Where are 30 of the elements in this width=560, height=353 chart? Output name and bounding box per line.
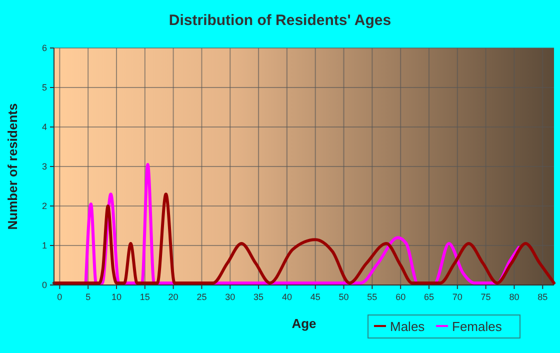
y-tick-label: 2 xyxy=(42,201,47,212)
x-tick-label: 85 xyxy=(538,292,548,302)
x-tick-label: 25 xyxy=(196,292,207,302)
y-tick-label: 4 xyxy=(42,122,47,132)
x-tick-label: 40 xyxy=(282,292,292,302)
x-tick-label: 20 xyxy=(168,292,178,302)
x-tick-label: 15 xyxy=(140,292,150,302)
y-axis-title: Number of residents xyxy=(5,103,20,230)
x-tick-label: 0 xyxy=(57,292,62,302)
y-tick-label: 0 xyxy=(42,280,47,290)
x-tick-label: 60 xyxy=(396,292,406,302)
legend-label: Females xyxy=(452,319,502,334)
chart-title: Distribution of Residents' Ages xyxy=(168,12,392,29)
y-tick-label: 1 xyxy=(42,240,47,251)
x-tick-label: 5 xyxy=(86,292,91,302)
x-tick-label: 10 xyxy=(111,292,122,302)
x-tick-label: 75 xyxy=(480,292,491,302)
y-tick-label: 5 xyxy=(42,82,47,93)
legend-label: Males xyxy=(390,319,426,334)
x-tick-label: 30 xyxy=(225,292,236,302)
x-tick-label: 65 xyxy=(424,292,434,302)
x-tick-label: 50 xyxy=(338,292,349,302)
y-tick-label: 3 xyxy=(42,162,47,172)
x-tick-label: 55 xyxy=(367,292,378,302)
x-tick-label: 45 xyxy=(310,292,320,302)
y-tick-label: 6 xyxy=(42,43,47,54)
x-tick-label: 80 xyxy=(509,292,520,302)
x-tick-label: 35 xyxy=(254,292,264,302)
x-axis-title: Age xyxy=(292,316,316,331)
x-tick-label: 70 xyxy=(452,292,462,302)
